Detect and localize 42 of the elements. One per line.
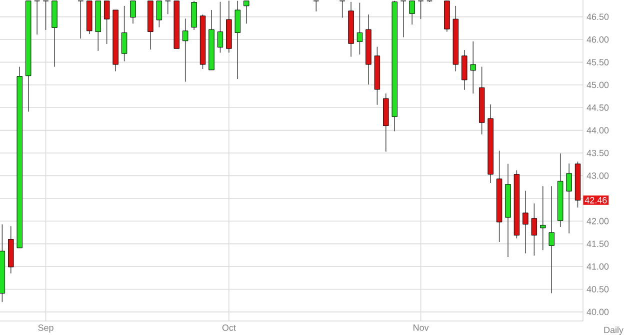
y-tick-label: 41.00 [586, 263, 609, 270]
y-tick-label: 43.00 [586, 172, 609, 179]
x-tick-label: Oct [222, 324, 236, 331]
x-tick-label: Sep [38, 324, 54, 333]
y-tick-label: 45.00 [586, 82, 609, 88]
y-tick-label: 44.50 [586, 104, 609, 111]
candlestick [566, 163, 572, 234]
candlestick [531, 203, 538, 256]
candlestick [165, 0, 171, 14]
y-tick-label: 45.50 [586, 59, 609, 66]
candlestick [540, 186, 546, 251]
y-tick-label: 43.50 [586, 150, 609, 156]
x-tick-label: Nov [414, 324, 429, 331]
candlestick [400, 0, 406, 38]
candlestick [78, 0, 84, 39]
y-tick-label: 40.00 [586, 308, 609, 316]
candlestick [339, 0, 346, 18]
annotation: 42.46 [584, 197, 607, 204]
y-tick-label: 44.00 [586, 127, 609, 134]
y-tick-label: 42.00 [586, 218, 609, 224]
candlestick [548, 186, 554, 294]
y-tick-label: 41.50 [586, 240, 609, 247]
candlestick [42, 0, 49, 30]
y-tick-label: 46.00 [586, 36, 609, 43]
y-tick-label: 40.50 [586, 286, 609, 292]
candlestick [313, 0, 320, 12]
candlestick [234, 0, 241, 80]
candlestick [522, 190, 528, 254]
candlestick [356, 2, 363, 55]
text: Daily [604, 326, 624, 335]
candlestick [409, 0, 415, 25]
candlestick [121, 6, 128, 62]
candlestick [244, 0, 250, 24]
candlestick [34, 0, 40, 35]
candlestick [217, 1, 224, 54]
candlestick [104, 0, 110, 44]
y-tick-label: 46.50 [586, 14, 609, 20]
candlestick [130, 0, 136, 24]
candlestick [156, 0, 162, 28]
candlestick [418, 0, 424, 20]
candlestick [470, 40, 476, 94]
candlestick [182, 18, 188, 82]
